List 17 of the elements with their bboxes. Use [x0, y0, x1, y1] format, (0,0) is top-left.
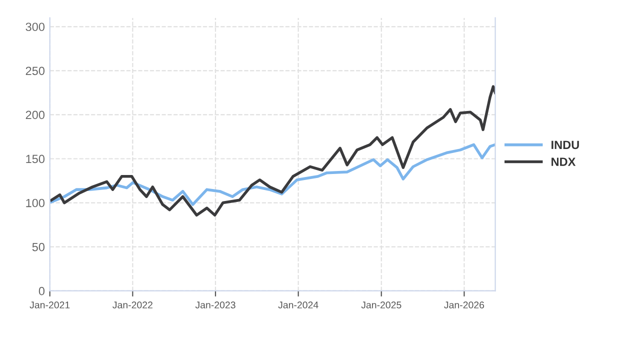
line-series: [50, 85, 496, 217]
legend-label: NDX: [552, 158, 576, 166]
x-tick-label: Jan-2025: [361, 302, 402, 308]
y-tick-label: 50: [32, 242, 45, 252]
y-tick-label: 0: [38, 286, 45, 296]
y-tick-label: 150: [26, 154, 45, 164]
y-tick-label: 250: [26, 66, 45, 76]
y-tick-label: 300: [26, 22, 45, 32]
x-tick-label: Jan-2021: [30, 302, 70, 308]
x-tick-label: Jan-2023: [195, 302, 236, 308]
x-tick-label: Jan-2022: [112, 302, 152, 308]
y-tick-label: 100: [26, 198, 45, 208]
x-tick-label: Jan-2024: [278, 302, 318, 308]
x-tick-label: Jan-2026: [444, 302, 484, 308]
legend-label: INDU: [552, 140, 579, 150]
y-tick-label: 200: [26, 110, 45, 120]
line-series: [50, 143, 496, 206]
